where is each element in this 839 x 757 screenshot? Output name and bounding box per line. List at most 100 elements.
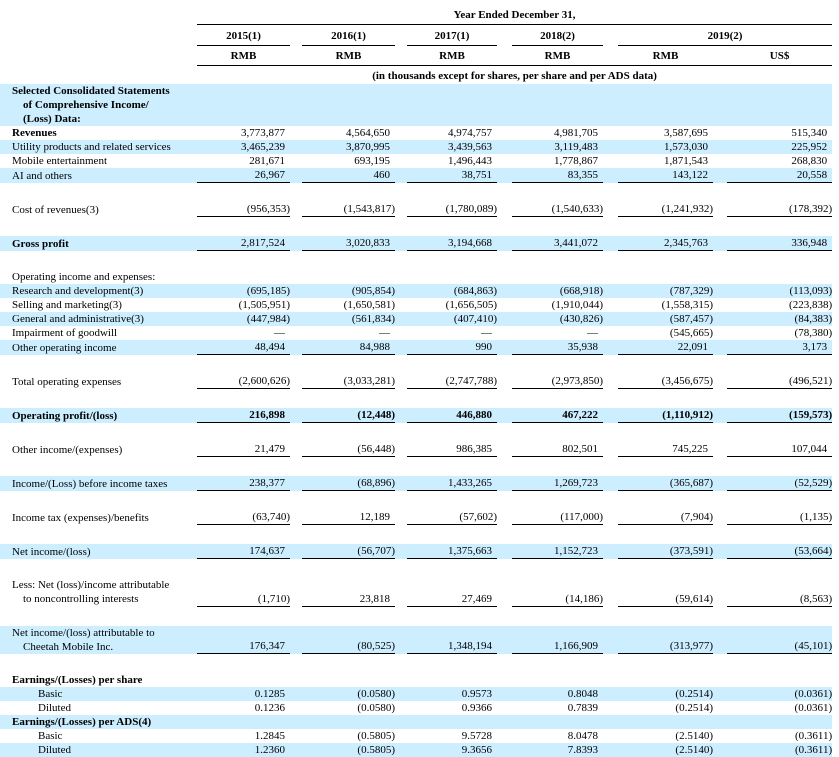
column-gap [290, 202, 302, 217]
value-cell [197, 715, 290, 729]
value-cell: 23,818 [302, 578, 395, 607]
column-gap [290, 45, 302, 66]
row-label: Net income/(loss) attributable to Cheeta… [0, 625, 197, 654]
table-row: Operating income and expenses: [0, 270, 839, 284]
value-cell: (159,573) [727, 408, 833, 423]
value-cell: (14,186) [512, 578, 603, 607]
spacer-row [0, 251, 839, 271]
right-margin [832, 298, 839, 312]
value-cell: (447,984) [197, 312, 290, 326]
column-gap [395, 729, 407, 743]
value-cell: 1,375,663 [407, 544, 497, 559]
value-cell [618, 673, 713, 687]
column-gap [603, 340, 618, 355]
right-margin [832, 46, 839, 66]
value-cell: 176,347 [197, 625, 290, 654]
row-label: Less: Net (loss)/income attributable to … [12, 579, 170, 605]
right-margin [832, 312, 839, 326]
value-cell: 0.1285 [197, 687, 290, 701]
value-cell: 0.9573 [407, 687, 497, 701]
value-cell: 22,091 [618, 340, 713, 355]
column-gap [395, 510, 407, 525]
currency-header: US$ [727, 45, 833, 66]
table-row: Earnings/(Losses) per ADS(4) [0, 715, 839, 729]
column-gap [603, 298, 618, 312]
value-cell: 3,020,833 [302, 236, 395, 251]
value-cell: (117,000) [512, 510, 603, 525]
column-gap [713, 236, 727, 251]
value-cell: 3,465,239 [197, 140, 290, 154]
right-margin [832, 374, 839, 389]
value-cell: 3,119,483 [512, 140, 603, 154]
header-row-title: Year Ended December 31, [0, 2, 839, 25]
column-gap [603, 154, 618, 168]
value-cell: (2.5140) [618, 743, 713, 757]
value-cell: (0.5805) [302, 743, 395, 757]
column-gap [395, 312, 407, 326]
column-gap [713, 544, 727, 559]
right-margin [832, 340, 839, 355]
column-gap [395, 25, 407, 46]
value-cell: 9.5728 [461, 730, 492, 742]
value-cell: 3,587,695 [664, 127, 708, 139]
table-row: Total operating expenses (2,600,626) (3,03… [0, 374, 839, 389]
column-gap [395, 673, 407, 687]
row-label: Research and development(3) [0, 284, 197, 298]
year-column-header: 2017(1) [407, 24, 497, 46]
value-cell [197, 673, 290, 687]
value-cell: (3,033,281) [302, 374, 395, 389]
table-row: Impairment of goodwill — — — — (545,665) (78,3… [0, 326, 839, 340]
column-gap [395, 270, 407, 284]
column-gap [713, 84, 727, 126]
value-cell: (430,826) [512, 312, 603, 326]
value-cell: 38,751 [407, 168, 497, 183]
value-cell: 1,496,443 [448, 155, 492, 167]
value-cell: (53,664) [727, 544, 833, 559]
right-margin [832, 140, 839, 154]
table-row: Other operating income 48,494 84,988 990 35,… [0, 340, 839, 355]
value-cell [727, 270, 832, 284]
table-row: AI and others 26,967 460 38,751 83,355 143,12… [0, 168, 839, 183]
value-cell [302, 673, 395, 687]
column-gap [497, 625, 512, 654]
value-cell: 745,225 [618, 442, 713, 457]
column-gap [290, 687, 302, 701]
column-gap [713, 154, 727, 168]
column-gap [497, 168, 512, 183]
spacer-row [0, 491, 839, 511]
table-row: Basic 1.2845 (0.5805) 9.5728 8.0478 (2.5140) (… [0, 729, 839, 743]
value-cell [407, 715, 497, 729]
value-cell [618, 715, 713, 729]
column-gap [713, 715, 727, 729]
value-cell: 446,880 [407, 408, 497, 423]
value-cell: (956,353) [197, 202, 290, 217]
value-cell: (1,505,951) [238, 299, 290, 311]
value-cell: 1.2360 [197, 743, 290, 757]
row-label: Utility products and related services [0, 140, 197, 154]
spacer-row [0, 606, 839, 626]
value-cell: (68,896) [302, 476, 395, 491]
value-cell: 216,898 [197, 408, 290, 423]
right-margin [832, 510, 839, 525]
column-gap [713, 374, 727, 389]
spacer-row [0, 654, 839, 674]
value-cell: 515,340 [791, 127, 828, 139]
value-cell: 1,778,867 [554, 155, 598, 167]
row-label: Operating profit/(loss) [0, 408, 197, 423]
column-gap [713, 701, 727, 715]
column-gap [290, 715, 302, 729]
table-row: Utility products and related services 3,4… [0, 140, 839, 154]
right-margin [832, 84, 839, 126]
column-gap [395, 687, 407, 701]
value-cell: — [274, 327, 285, 339]
value-cell: (365,687) [618, 476, 713, 491]
column-gap [290, 84, 302, 126]
right-margin [832, 442, 839, 457]
column-gap [395, 45, 407, 66]
value-cell: (7,904) [618, 510, 713, 525]
value-cell [512, 270, 603, 284]
column-gap [497, 476, 512, 491]
value-cell: 281,671 [249, 155, 285, 167]
column-gap [290, 476, 302, 491]
right-margin [832, 2, 839, 25]
